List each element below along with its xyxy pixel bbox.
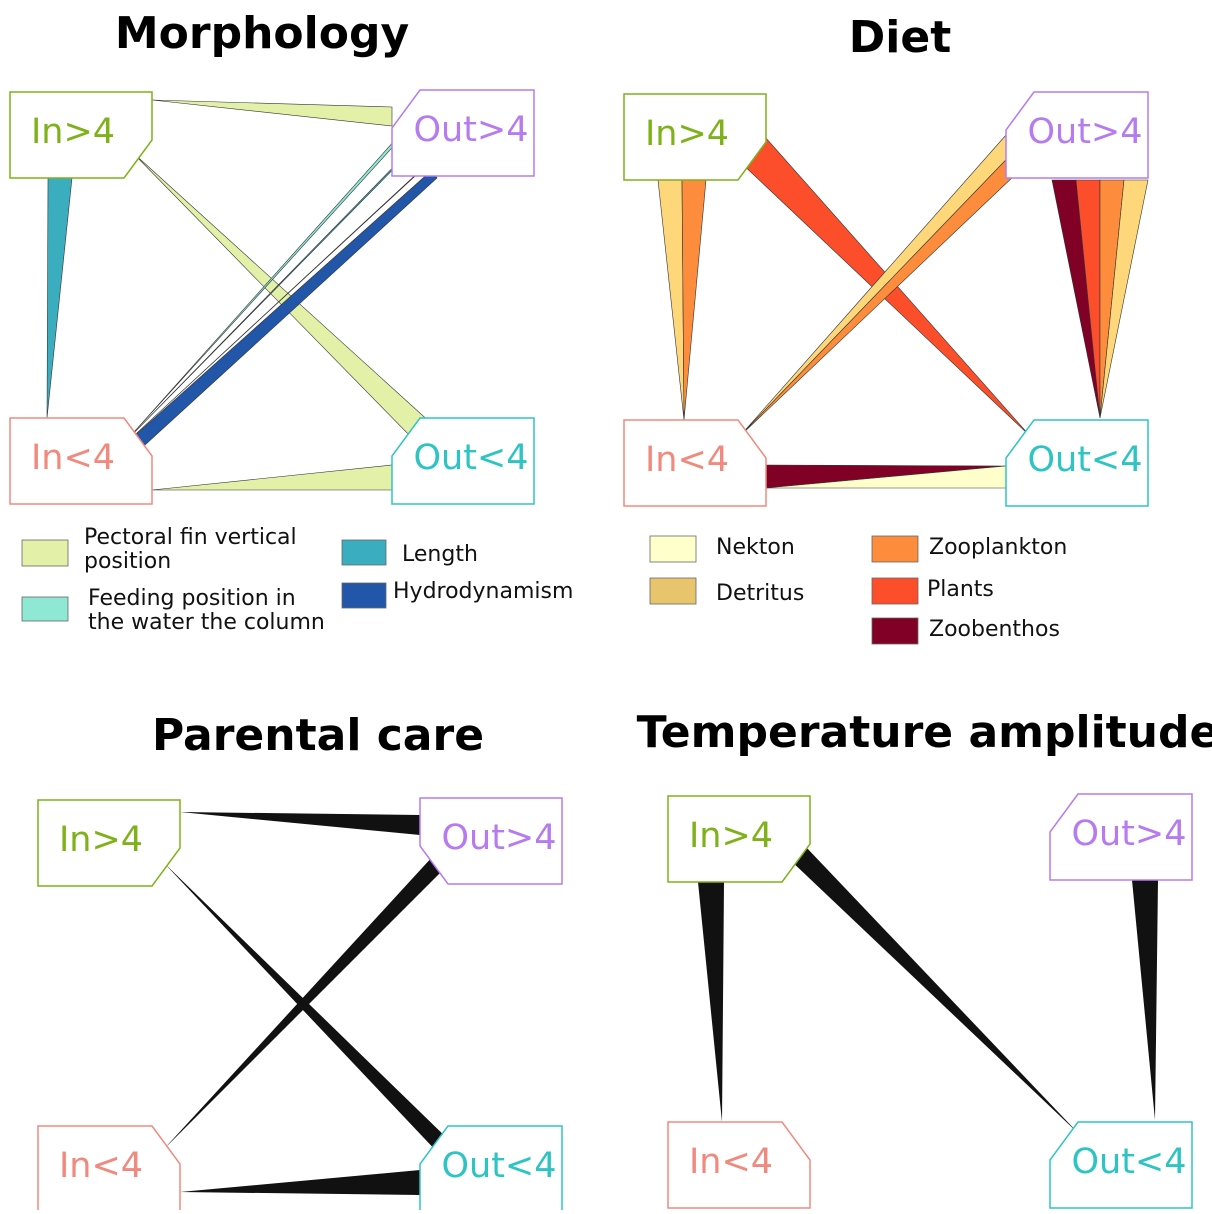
node-box [1005,419,1149,507]
panel-title: Parental care [152,710,484,761]
link [788,846,1080,1135]
link [151,99,393,127]
node-box [391,89,535,177]
node-label: Out<4 [1071,1142,1186,1182]
link [1132,880,1158,1120]
node-label: In<4 [59,1146,143,1186]
legend-label: Pectoral fin vertical [84,525,297,550]
link [1099,179,1149,419]
legend-swatch [871,577,919,605]
node-box [667,1121,811,1209]
node-box [1005,91,1149,179]
legend-label: Detritus [716,581,804,606]
legend-swatch [649,535,697,563]
legend-label: Hydrodynamism [393,579,573,604]
legend-swatch [871,535,919,563]
node-label: Out>4 [413,110,528,150]
legend-swatch [21,539,69,567]
node-label: In>4 [59,820,143,860]
panel: Parental care In>4 Out>4 In<4 Out<4 [37,710,563,1213]
link [681,179,707,421]
node-box [667,795,811,883]
link [657,179,685,421]
panel-title: Diet [849,12,951,63]
wedges [46,99,1158,1195]
link [698,882,724,1122]
link [129,149,433,441]
node-label: In>4 [689,816,773,856]
legend-swatch [341,539,387,566]
legend-label: Feeding position in [88,586,296,611]
legend-label: Zooplankton [929,535,1067,560]
node-label: Out<4 [1027,440,1142,480]
link [46,177,73,419]
panel: Morphology In>4 Out>4 In<4 Out<4 Pectoral fin… [9,8,573,635]
link [180,1170,420,1195]
link [151,464,393,491]
node-label: Out<4 [413,438,528,478]
node-box [1049,793,1193,881]
node-label: In<4 [645,440,729,480]
legend-swatch [21,596,69,622]
legend-label: Nekton [716,535,795,560]
legend-swatch [649,577,697,605]
legend-label: Plants [927,577,994,602]
link [163,862,452,1155]
node-box [37,1125,181,1213]
node-box [9,417,153,505]
legend-swatch [871,617,919,645]
node-label: In<4 [31,438,115,478]
legend-label: the water the column [88,610,325,635]
node-box [391,417,535,505]
node-label: Out<4 [441,1146,556,1186]
panel-title: Morphology [115,8,409,59]
node-box [37,799,181,887]
node-label: Out>4 [441,818,556,858]
panel: Diet In>4 Out>4 In<4 Out<4 Nekton Detritus Zoop… [623,12,1149,645]
node-box [623,419,767,507]
link [163,855,447,1150]
node-label: In>4 [645,114,729,154]
node-box [623,93,767,181]
node-label: Out>4 [1027,112,1142,152]
link [180,812,420,835]
legend-swatch [341,582,387,609]
node-box [1049,1121,1193,1209]
node-label: Out>4 [1071,814,1186,854]
node-label: In>4 [31,112,115,152]
legend-label: Length [402,542,478,567]
node-label: In<4 [689,1142,773,1182]
panel-title: Temperature amplitude [637,707,1212,758]
legend-label: Zoobenthos [929,617,1060,642]
node-box [9,91,153,179]
link [124,127,411,443]
node-box [419,797,563,885]
legend-label: position [84,549,171,574]
panel: Temperature amplitude In>4 Out>4 In<4 Out<4 [637,707,1212,1209]
